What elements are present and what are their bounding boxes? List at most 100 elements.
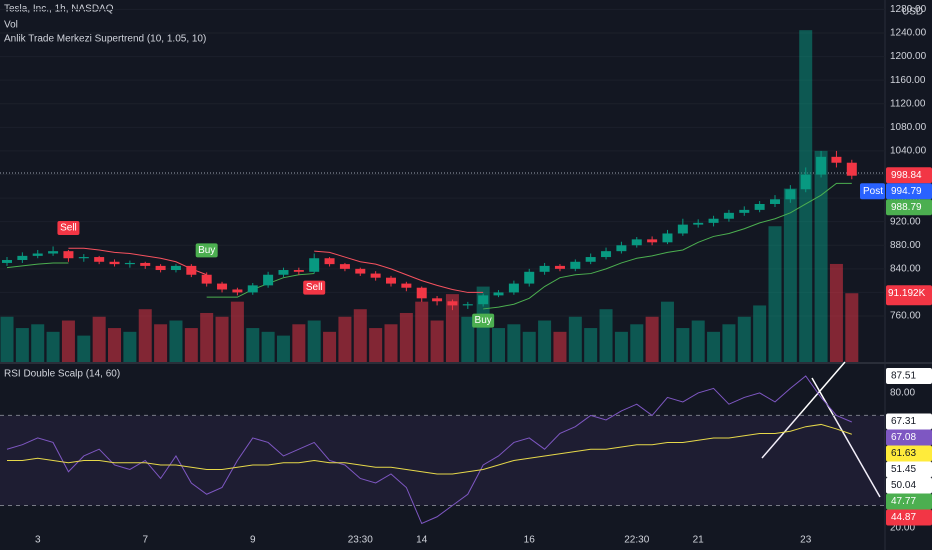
y-tick-label: 880.00 bbox=[890, 240, 921, 251]
candle-body bbox=[339, 264, 350, 269]
volume-bar bbox=[246, 328, 260, 362]
y-tick-label: 1120.00 bbox=[890, 98, 926, 109]
supertrend-line bbox=[68, 247, 484, 293]
volume-bar bbox=[77, 335, 91, 362]
rsi-band bbox=[0, 415, 885, 506]
volume-bar bbox=[276, 335, 290, 362]
candle-body bbox=[63, 251, 74, 259]
y-tick-label: 1160.00 bbox=[890, 75, 926, 86]
candle-body bbox=[539, 265, 550, 272]
candle-body bbox=[554, 265, 565, 269]
y-tick-label: 1240.00 bbox=[890, 28, 927, 39]
candle-body bbox=[124, 262, 135, 265]
candle-body bbox=[17, 255, 28, 261]
signal-label: Buy bbox=[198, 245, 215, 256]
candle-body bbox=[217, 283, 228, 290]
volume-bar bbox=[599, 309, 613, 362]
candle-body bbox=[570, 261, 581, 269]
candle-body bbox=[601, 251, 612, 258]
candle-body bbox=[616, 245, 627, 252]
price-badge bbox=[886, 461, 932, 478]
volume-bar bbox=[461, 316, 475, 362]
candle-body bbox=[401, 283, 412, 288]
y-tick-label: 1040.00 bbox=[890, 146, 927, 157]
volume-bar bbox=[492, 328, 506, 362]
volume-bar bbox=[799, 30, 813, 363]
candle-body bbox=[478, 295, 489, 305]
signal-badge bbox=[57, 220, 80, 235]
candle-body bbox=[370, 273, 381, 278]
indicator-label: Vol bbox=[4, 20, 18, 31]
volume-bar bbox=[15, 328, 29, 362]
volume-bar bbox=[138, 309, 152, 362]
price-badge bbox=[886, 445, 932, 462]
candle-body bbox=[846, 162, 857, 176]
indicator-label: Anlik Trade Merkezi Supertrend (10, 1.05… bbox=[4, 34, 206, 45]
volume-bar bbox=[0, 316, 14, 362]
candle-body bbox=[201, 274, 212, 284]
price-badge bbox=[886, 429, 932, 446]
price-badge bbox=[886, 493, 932, 510]
price-badge-label: 47.77 bbox=[891, 496, 916, 507]
volume-bar bbox=[307, 320, 321, 362]
currency: USD bbox=[902, 7, 923, 18]
candle-body bbox=[785, 189, 796, 200]
post-tag-label: Post bbox=[863, 186, 883, 197]
candle-body bbox=[293, 270, 304, 272]
price-badge-label: 67.08 bbox=[891, 432, 916, 443]
volume-bar bbox=[645, 316, 659, 362]
volume-bar bbox=[660, 301, 674, 362]
volume-bar bbox=[384, 324, 398, 362]
volume-bar bbox=[338, 316, 352, 362]
volume-bar bbox=[829, 263, 843, 362]
price-badge-label: 994.79 bbox=[891, 186, 922, 197]
candle-body bbox=[647, 239, 658, 243]
candle-body bbox=[278, 270, 289, 275]
candle-body bbox=[662, 233, 673, 243]
x-tick-label: 9 bbox=[250, 535, 256, 546]
x-tick-label: 22:30 bbox=[624, 535, 649, 546]
volume-bar bbox=[154, 324, 168, 362]
candle-body bbox=[508, 283, 519, 293]
price-badge bbox=[886, 199, 932, 216]
volume-bar bbox=[568, 316, 582, 362]
candle-body bbox=[524, 271, 535, 284]
volume-bar bbox=[676, 328, 690, 362]
price-badge bbox=[886, 183, 932, 200]
price-badge bbox=[886, 368, 932, 385]
candle-body bbox=[708, 218, 719, 223]
volume-bar bbox=[445, 294, 459, 362]
candle-body bbox=[263, 274, 274, 286]
signal-label: Sell bbox=[60, 223, 77, 234]
volume-badge-label: 91.192K bbox=[888, 288, 926, 299]
candle-body bbox=[170, 265, 181, 271]
candle-body bbox=[416, 287, 427, 299]
price-badge-label: 44.87 bbox=[891, 512, 916, 523]
volume-bar bbox=[584, 328, 598, 362]
volume-bar bbox=[31, 324, 45, 362]
candle-body bbox=[94, 257, 105, 262]
volume-bar bbox=[415, 301, 429, 362]
x-tick-label: 16 bbox=[524, 535, 536, 546]
volume-bar bbox=[722, 324, 736, 362]
volume-bar bbox=[369, 328, 383, 362]
volume-bar bbox=[123, 331, 137, 362]
candle-body bbox=[2, 260, 12, 263]
candle-body bbox=[155, 265, 166, 271]
indicator-label: RSI Double Scalp (14, 60) bbox=[4, 369, 120, 380]
volume-bar bbox=[707, 331, 721, 362]
volume-bar bbox=[783, 188, 797, 362]
x-tick-label: 3 bbox=[35, 535, 41, 546]
y-tick-label: 1080.00 bbox=[890, 122, 927, 133]
price-badge bbox=[886, 167, 932, 184]
supertrend-line bbox=[6, 182, 852, 310]
volume-bar bbox=[200, 312, 214, 362]
volume-bar bbox=[691, 320, 705, 362]
volume-bar bbox=[169, 320, 183, 362]
price-badge-label: 61.63 bbox=[891, 448, 916, 459]
price-badge-label: 998.84 bbox=[891, 170, 922, 181]
signal-label: Sell bbox=[306, 282, 323, 293]
candle-body bbox=[109, 261, 120, 265]
candle-body bbox=[631, 239, 642, 246]
